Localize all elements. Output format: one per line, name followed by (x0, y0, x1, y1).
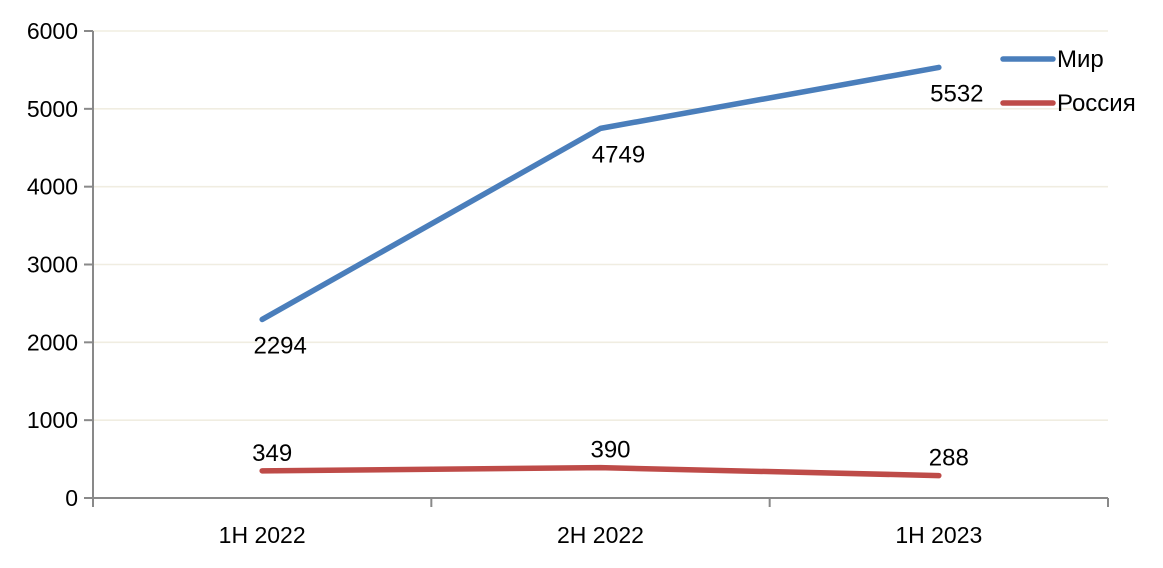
y-axis-label: 5000 (27, 96, 78, 122)
y-axis-label: 4000 (27, 174, 78, 200)
legend-label: Мир (1057, 46, 1104, 73)
y-axis-label: 2000 (27, 329, 78, 355)
x-axis-label: 1H 2022 (219, 522, 306, 548)
data-label: 288 (929, 445, 969, 472)
data-label: 390 (590, 437, 630, 464)
y-axis-label: 0 (65, 485, 78, 511)
data-label: 2294 (253, 332, 306, 359)
y-axis-label: 6000 (27, 18, 78, 44)
series-line-1 (259, 464, 942, 479)
data-label: 4749 (592, 141, 645, 168)
x-axis-label: 1H 2023 (895, 522, 982, 548)
x-axis-label: 2H 2022 (557, 522, 644, 548)
y-axis-label: 3000 (27, 252, 78, 278)
legend-label: Россия (1057, 90, 1136, 117)
y-axis-label: 1000 (27, 407, 78, 433)
data-label: 5532 (930, 80, 983, 107)
data-label: 349 (252, 440, 292, 467)
series-line-0 (259, 64, 942, 323)
